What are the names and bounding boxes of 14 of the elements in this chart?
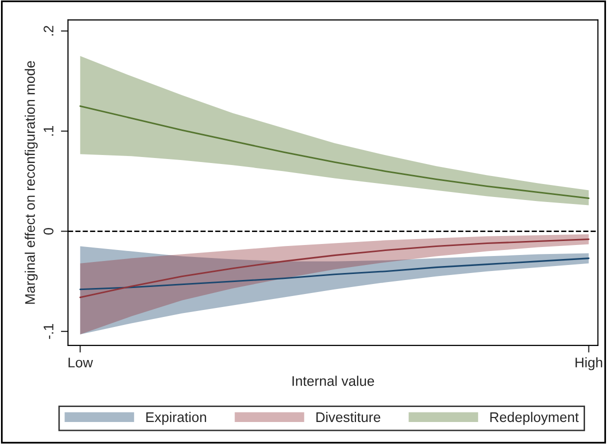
y-axis-title: Marginal effect on reconfiguration mode (24, 61, 38, 304)
legend-label: Divestiture (316, 412, 380, 422)
x-tick-label: Low (68, 358, 93, 368)
x-tick-label: High (576, 357, 602, 370)
y-tick-label: 0 (44, 228, 54, 235)
legend-label: Redeployment (490, 412, 579, 425)
line-series (79, 238, 590, 298)
line-series (79, 105, 590, 199)
x-axis-title: Internal value (292, 376, 374, 386)
y-tick-label: -.1 (44, 324, 54, 339)
y-tick-label: .2 (44, 26, 54, 36)
legend-label: Expiration (146, 412, 206, 425)
y-tick-label: .1 (44, 126, 54, 136)
line-series (79, 258, 590, 290)
